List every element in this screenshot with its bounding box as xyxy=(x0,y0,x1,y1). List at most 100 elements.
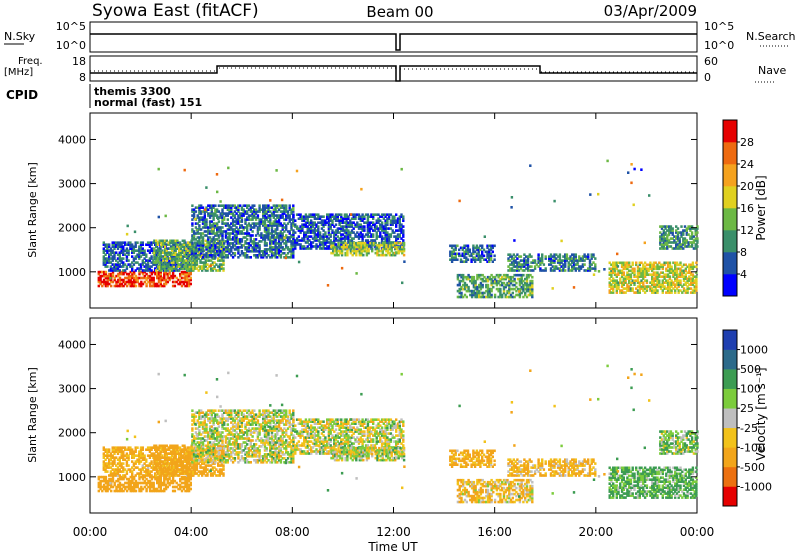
echo-cell xyxy=(192,261,195,264)
echo-cell xyxy=(531,275,534,279)
echo-cell xyxy=(344,247,347,251)
echo-cell xyxy=(353,245,356,249)
echo-cell xyxy=(251,214,254,217)
echo-cell xyxy=(205,256,208,259)
echo-cell xyxy=(127,446,130,449)
echo-cell xyxy=(636,277,640,280)
echo-cell xyxy=(678,237,681,240)
echo-cell xyxy=(679,267,682,271)
echo-cell xyxy=(499,291,502,295)
echo-cell xyxy=(143,458,146,461)
echo-cell xyxy=(178,241,182,244)
echo-cell xyxy=(111,448,114,451)
echo-cell xyxy=(272,204,275,207)
echo-cell xyxy=(283,238,286,241)
echo-cell xyxy=(230,226,233,229)
echo-cell xyxy=(590,253,593,256)
echo-cell xyxy=(216,208,219,211)
echo-cell xyxy=(670,269,673,273)
echo-cell xyxy=(170,267,174,270)
echo-cell xyxy=(681,273,684,276)
echo-cell xyxy=(643,241,646,245)
echo-cell xyxy=(645,285,649,288)
echo-cell xyxy=(520,275,523,279)
echo-cell xyxy=(472,281,476,285)
echo-cell xyxy=(695,265,698,269)
echo-cell xyxy=(515,289,518,293)
echo-cell xyxy=(345,227,348,230)
echo-cell xyxy=(398,227,401,230)
echo-cell xyxy=(276,226,279,229)
echo-cell xyxy=(281,224,284,227)
echo-cell xyxy=(118,255,121,258)
echo-cell xyxy=(223,204,226,207)
echo-cell xyxy=(372,221,375,224)
echo-cell xyxy=(148,269,152,272)
echo-cell xyxy=(152,485,155,489)
echo-cell xyxy=(620,289,624,292)
echo-cell xyxy=(691,277,695,280)
echo-cell xyxy=(336,227,339,230)
echo-cell xyxy=(281,216,284,219)
echo-cell xyxy=(652,265,656,269)
echo-cell xyxy=(276,250,279,253)
echo-cell xyxy=(530,269,533,272)
echo-cell xyxy=(115,456,118,459)
echo-cell xyxy=(163,247,167,250)
echo-cell xyxy=(458,273,461,277)
echo-cell xyxy=(679,279,682,282)
echo-cell xyxy=(334,233,338,236)
echo-cell xyxy=(617,273,620,276)
echo-cell xyxy=(254,256,258,259)
echo-cell xyxy=(223,206,226,209)
echo-cell xyxy=(680,225,683,228)
echo-cell xyxy=(290,226,293,229)
echo-cell xyxy=(209,267,213,270)
echo-cell xyxy=(145,276,148,280)
echo-cell xyxy=(475,252,479,256)
echo-cell xyxy=(327,247,331,250)
echo-cell xyxy=(272,248,275,251)
echo-cell xyxy=(221,236,224,239)
echo-cell xyxy=(292,222,295,225)
echo-cell xyxy=(262,206,265,209)
echo-cell xyxy=(106,452,109,455)
echo-cell xyxy=(154,489,157,493)
echo-cell xyxy=(340,235,343,238)
echo-cell xyxy=(366,225,370,228)
echo-cell xyxy=(190,265,193,268)
echo-cell xyxy=(401,247,404,251)
echo-cell xyxy=(510,206,513,209)
echo-cell xyxy=(640,261,643,265)
echo-cell xyxy=(163,255,167,258)
echo-cell xyxy=(516,267,519,270)
echo-cell xyxy=(196,216,199,219)
echo-cell xyxy=(635,279,638,282)
echo-cell xyxy=(310,219,313,222)
echo-cell xyxy=(674,291,677,294)
echo-cell xyxy=(145,255,148,258)
echo-cell xyxy=(143,466,146,469)
echo-cell xyxy=(208,226,212,229)
echo-cell xyxy=(485,279,488,283)
echo-cell xyxy=(186,272,189,276)
echo-cell xyxy=(182,477,185,481)
echo-cell xyxy=(106,284,109,288)
echo-cell xyxy=(495,279,499,283)
echo-cell xyxy=(384,215,387,218)
echo-cell xyxy=(99,485,102,489)
echo-cell xyxy=(638,273,641,276)
echo-cell xyxy=(675,247,678,250)
echo-cell xyxy=(345,223,348,226)
echo-cell xyxy=(299,225,302,228)
echo-cell xyxy=(689,245,692,248)
echo-cell xyxy=(544,255,547,258)
echo-cell xyxy=(668,289,672,292)
echo-cell xyxy=(375,235,378,238)
echo-cell xyxy=(113,448,116,451)
echo-cell xyxy=(263,240,267,243)
echo-cell xyxy=(622,279,625,282)
echo-cell xyxy=(642,283,645,286)
echo-cell xyxy=(157,278,161,282)
echo-cell xyxy=(157,475,161,479)
